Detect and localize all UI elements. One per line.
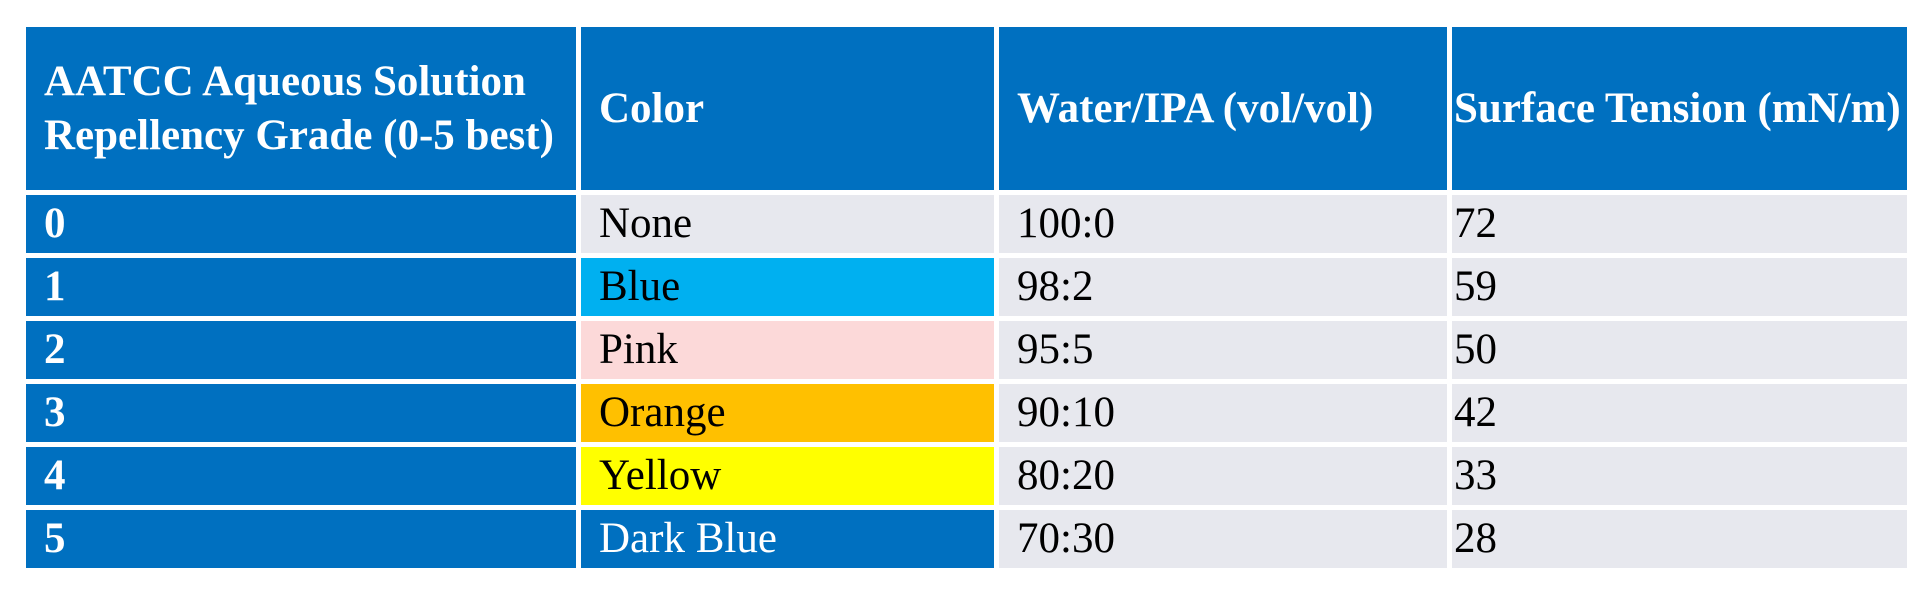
table-row: 0 None 100:0 72 bbox=[26, 195, 1907, 253]
table-row: 3 Orange 90:10 42 bbox=[26, 384, 1907, 442]
tension-cell: 42 bbox=[1452, 384, 1907, 442]
table-row: 1 Blue 98:2 59 bbox=[26, 258, 1907, 316]
grade-cell: 3 bbox=[26, 384, 576, 442]
repellency-grade-table: AATCC Aqueous Solution Repellency Grade … bbox=[21, 22, 1912, 573]
ratio-cell: 100:0 bbox=[999, 195, 1447, 253]
grade-cell: 4 bbox=[26, 447, 576, 505]
color-cell: Yellow bbox=[581, 447, 994, 505]
header-grade: AATCC Aqueous Solution Repellency Grade … bbox=[26, 27, 576, 190]
grade-cell: 5 bbox=[26, 510, 576, 568]
color-cell: Pink bbox=[581, 321, 994, 379]
color-cell: None bbox=[581, 195, 994, 253]
table-row: 2 Pink 95:5 50 bbox=[26, 321, 1907, 379]
ratio-cell: 90:10 bbox=[999, 384, 1447, 442]
ratio-cell: 80:20 bbox=[999, 447, 1447, 505]
header-surface-tension: Surface Tension (mN/m) bbox=[1452, 27, 1907, 190]
table-row: 4 Yellow 80:20 33 bbox=[26, 447, 1907, 505]
tension-cell: 28 bbox=[1452, 510, 1907, 568]
color-cell: Blue bbox=[581, 258, 994, 316]
tension-cell: 72 bbox=[1452, 195, 1907, 253]
color-cell: Dark Blue bbox=[581, 510, 994, 568]
color-cell: Orange bbox=[581, 384, 994, 442]
grade-cell: 1 bbox=[26, 258, 576, 316]
ratio-cell: 95:5 bbox=[999, 321, 1447, 379]
tension-cell: 59 bbox=[1452, 258, 1907, 316]
grade-cell: 0 bbox=[26, 195, 576, 253]
tension-cell: 33 bbox=[1452, 447, 1907, 505]
ratio-cell: 70:30 bbox=[999, 510, 1447, 568]
header-color: Color bbox=[581, 27, 994, 190]
table-row: 5 Dark Blue 70:30 28 bbox=[26, 510, 1907, 568]
header-water-ipa: Water/IPA (vol/vol) bbox=[999, 27, 1447, 190]
ratio-cell: 98:2 bbox=[999, 258, 1447, 316]
grade-cell: 2 bbox=[26, 321, 576, 379]
table-header-row: AATCC Aqueous Solution Repellency Grade … bbox=[26, 27, 1907, 190]
tension-cell: 50 bbox=[1452, 321, 1907, 379]
